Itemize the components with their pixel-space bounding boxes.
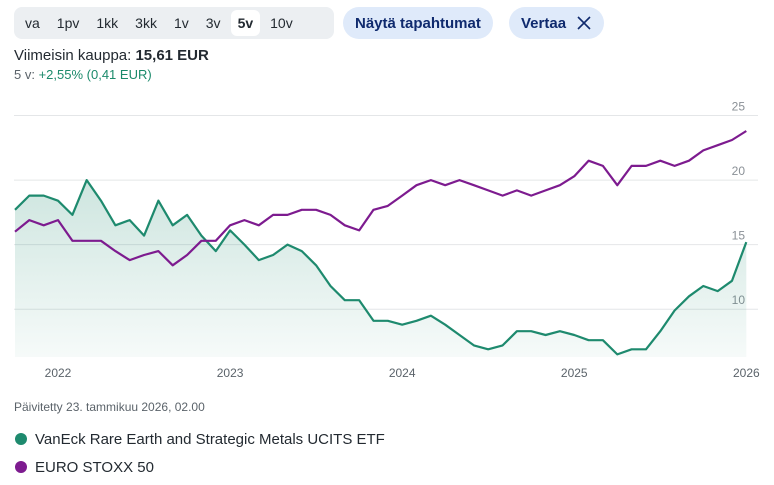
change: 5 v: +2,55% (0,41 EUR) <box>14 67 152 82</box>
last-trade: Viimeisin kauppa: 15,61 EUR <box>14 47 209 64</box>
y-tick-label: 20 <box>732 164 746 178</box>
show-events-button[interactable]: Näytä tapahtumat <box>343 7 493 39</box>
y-tick-label: 15 <box>732 229 746 243</box>
updated: Päivitetty 23. tammikuu 2026, 02.00 <box>14 400 205 414</box>
range-tab[interactable]: va <box>25 15 40 31</box>
last-trade-label: Viimeisin kauppa: <box>14 47 132 64</box>
x-tick-label: 2025 <box>561 366 588 380</box>
range-tabs: va 1pv 1kk 3kk 1v 3v 5v 10v <box>14 7 334 39</box>
change-value: +2,55% (0,41 EUR) <box>38 67 152 82</box>
range-tab[interactable]: 5v <box>230 10 261 36</box>
range-tab[interactable]: 3v <box>205 15 221 31</box>
range-tab[interactable]: 3kk <box>135 15 157 31</box>
series-line <box>14 179 748 356</box>
legend-marker <box>15 461 27 473</box>
compare-button[interactable]: Vertaa <box>509 7 605 39</box>
series-line <box>14 130 747 267</box>
last-trade-value: 15,61 EUR <box>135 47 209 64</box>
x-tick-label: 2022 <box>45 366 72 380</box>
x-tick-label: 2023 <box>217 366 244 380</box>
x-tick-label: 2026 <box>733 366 760 380</box>
change-label: 5 v: <box>14 67 35 82</box>
legend-marker <box>15 433 27 445</box>
x-tick-label: 2024 <box>389 366 416 380</box>
range-tab[interactable]: 1kk <box>96 15 119 31</box>
range-tab[interactable]: 1pv <box>56 15 80 31</box>
range-tab[interactable]: 1v <box>173 15 189 31</box>
y-tick-label: 10 <box>732 293 746 307</box>
legend-label: EURO STOXX 50 <box>35 459 154 476</box>
range-tab[interactable]: 10v <box>270 15 293 31</box>
y-tick-label: 25 <box>732 99 746 113</box>
area-fill <box>15 180 747 357</box>
legend-label: VanEck Rare Earth and Strategic Metals U… <box>35 431 385 448</box>
close-icon[interactable] <box>576 15 592 31</box>
compare-label: Vertaa <box>521 14 567 32</box>
